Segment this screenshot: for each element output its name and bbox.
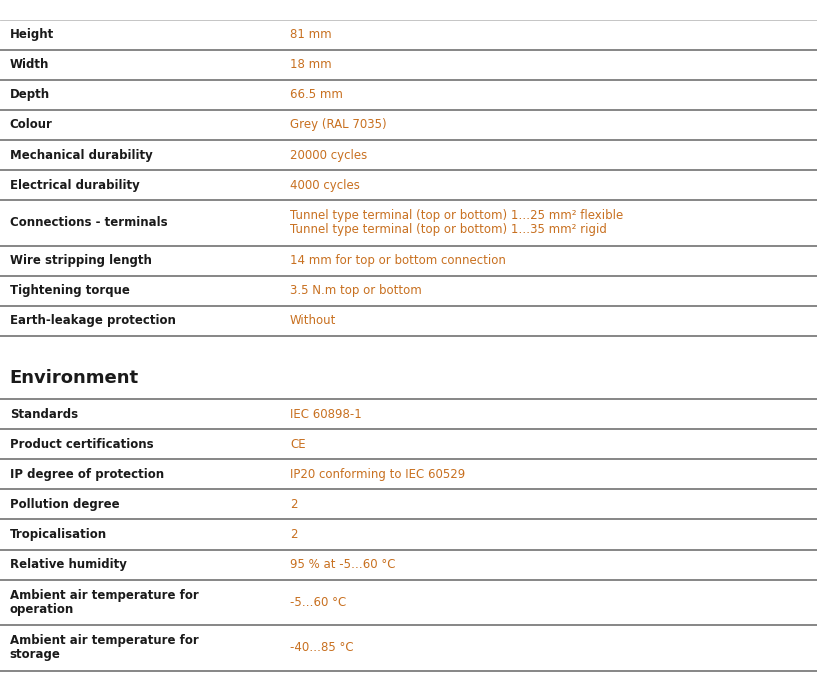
Text: Pollution degree: Pollution degree xyxy=(10,498,119,511)
Text: Ambient air temperature for: Ambient air temperature for xyxy=(10,634,199,648)
Text: Electrical durability: Electrical durability xyxy=(10,178,140,192)
Text: 95 % at -5…60 °C: 95 % at -5…60 °C xyxy=(290,558,395,571)
Text: -5…60 °C: -5…60 °C xyxy=(290,596,346,609)
Text: Ambient air temperature for: Ambient air temperature for xyxy=(10,589,199,602)
Text: 20000 cycles: 20000 cycles xyxy=(290,148,368,162)
Text: -40…85 °C: -40…85 °C xyxy=(290,641,354,654)
Text: IEC 60898-1: IEC 60898-1 xyxy=(290,407,362,421)
Text: Wire stripping length: Wire stripping length xyxy=(10,254,152,267)
Text: storage: storage xyxy=(10,648,60,662)
Text: CE: CE xyxy=(290,438,306,451)
Text: 14 mm for top or bottom connection: 14 mm for top or bottom connection xyxy=(290,254,506,267)
Text: Colour: Colour xyxy=(10,118,52,132)
Text: Without: Without xyxy=(290,314,337,328)
Text: 81 mm: 81 mm xyxy=(290,28,332,41)
Text: Product certifications: Product certifications xyxy=(10,438,154,451)
Text: Depth: Depth xyxy=(10,88,50,102)
Text: IP20 conforming to IEC 60529: IP20 conforming to IEC 60529 xyxy=(290,468,466,481)
Text: Standards: Standards xyxy=(10,407,78,421)
Text: Width: Width xyxy=(10,58,49,71)
Text: Tunnel type terminal (top or bottom) 1…35 mm² rigid: Tunnel type terminal (top or bottom) 1…3… xyxy=(290,223,607,237)
Text: 18 mm: 18 mm xyxy=(290,58,332,71)
Text: Environment: Environment xyxy=(10,369,139,387)
Text: 2: 2 xyxy=(290,528,297,541)
Text: 3.5 N.m top or bottom: 3.5 N.m top or bottom xyxy=(290,284,422,298)
Text: Relative humidity: Relative humidity xyxy=(10,558,127,571)
Text: 2: 2 xyxy=(290,498,297,511)
Text: operation: operation xyxy=(10,603,74,616)
Text: Tropicalisation: Tropicalisation xyxy=(10,528,107,541)
Text: Tightening torque: Tightening torque xyxy=(10,284,130,298)
Text: Earth-leakage protection: Earth-leakage protection xyxy=(10,314,176,328)
Text: Connections - terminals: Connections - terminals xyxy=(10,216,167,230)
Text: 66.5 mm: 66.5 mm xyxy=(290,88,343,102)
Text: Tunnel type terminal (top or bottom) 1…25 mm² flexible: Tunnel type terminal (top or bottom) 1…2… xyxy=(290,209,623,223)
Text: IP degree of protection: IP degree of protection xyxy=(10,468,164,481)
Text: Grey (RAL 7035): Grey (RAL 7035) xyxy=(290,118,386,132)
Text: Height: Height xyxy=(10,28,54,41)
Text: Mechanical durability: Mechanical durability xyxy=(10,148,153,162)
Text: 4000 cycles: 4000 cycles xyxy=(290,178,360,192)
